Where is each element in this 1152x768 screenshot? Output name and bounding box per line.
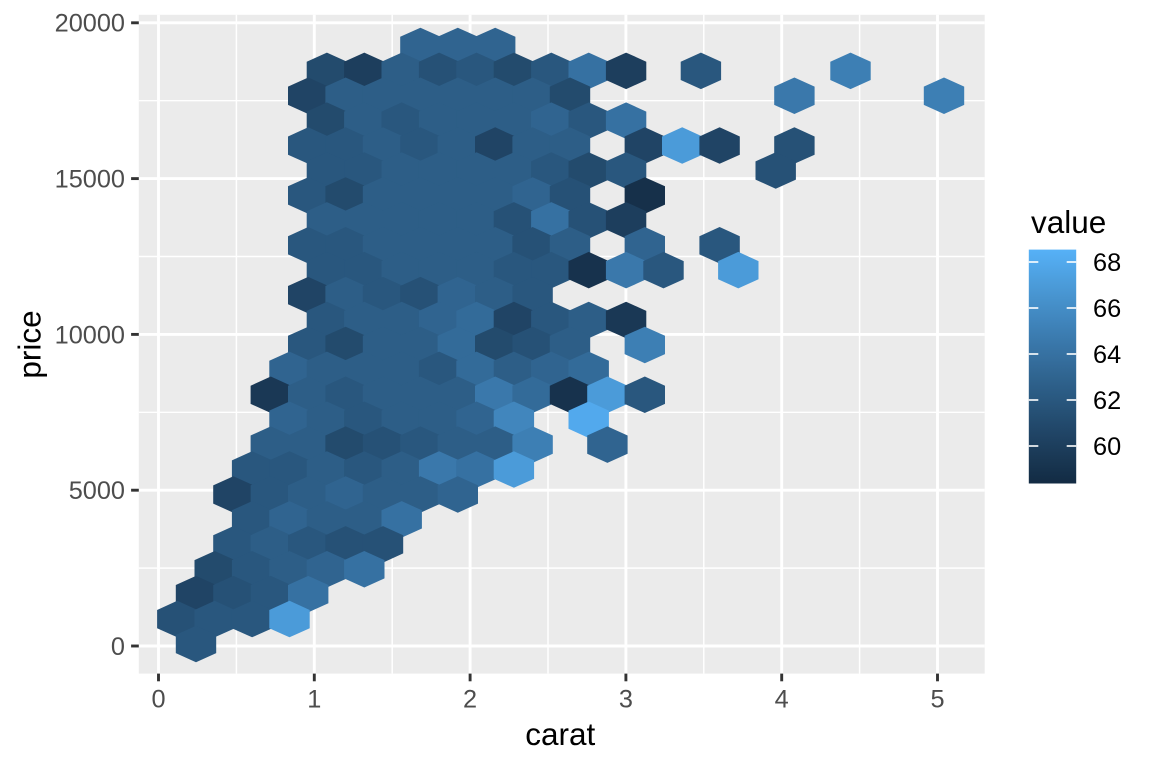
svg-text:5: 5 xyxy=(930,686,944,714)
svg-text:10000: 10000 xyxy=(55,321,125,349)
svg-text:0: 0 xyxy=(151,686,165,714)
svg-text:5000: 5000 xyxy=(69,477,125,505)
svg-text:66: 66 xyxy=(1093,295,1121,323)
svg-text:2: 2 xyxy=(463,686,477,714)
svg-text:64: 64 xyxy=(1093,341,1121,369)
svg-text:0: 0 xyxy=(111,633,125,661)
svg-text:62: 62 xyxy=(1093,387,1121,415)
svg-text:4: 4 xyxy=(775,686,789,714)
svg-text:20000: 20000 xyxy=(55,10,125,38)
svg-text:60: 60 xyxy=(1093,433,1121,461)
svg-text:3: 3 xyxy=(619,686,633,714)
svg-text:15000: 15000 xyxy=(55,166,125,194)
svg-text:68: 68 xyxy=(1093,249,1121,277)
svg-text:value: value xyxy=(1031,204,1106,240)
svg-text:carat: carat xyxy=(525,716,595,752)
svg-text:price: price xyxy=(12,310,48,378)
svg-text:1: 1 xyxy=(307,686,321,714)
